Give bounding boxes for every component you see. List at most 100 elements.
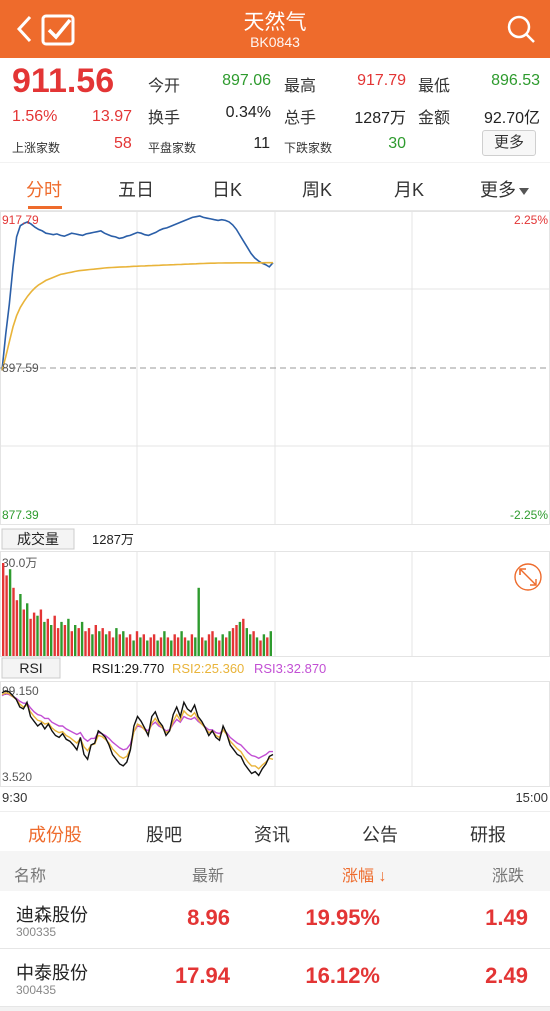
volume-bar	[249, 634, 252, 656]
high-label: 最高	[284, 78, 317, 95]
volume-bar	[50, 625, 53, 656]
up-count-label: 上涨家数	[12, 141, 61, 155]
tab-constituents[interactable]: 成份股	[28, 825, 82, 845]
volume-bar	[190, 634, 194, 656]
expand-icon[interactable]	[514, 563, 542, 591]
more-button[interactable]: 更多	[482, 130, 536, 156]
volume-bar	[101, 628, 104, 656]
volume-bar	[36, 615, 39, 656]
volume-bar	[201, 637, 204, 656]
rsi3-line	[1, 692, 273, 760]
tab-weekly-k[interactable]: 周K	[302, 180, 333, 200]
volume-bar	[146, 640, 149, 656]
volume-bar	[53, 615, 56, 656]
open-label: 今开	[148, 78, 181, 95]
down-count: 30	[388, 135, 406, 152]
volume-bar	[183, 637, 187, 656]
volume-total: 1287万	[92, 532, 134, 547]
volume-bar	[228, 631, 231, 656]
change-value: 13.97	[92, 108, 133, 125]
volume-bar	[60, 621, 63, 656]
volume-bar	[269, 631, 272, 656]
volume-bar	[266, 637, 269, 656]
tab-five-day[interactable]: 五日	[118, 180, 154, 200]
volume-bar	[98, 631, 101, 656]
rsi1-legend: RSI1:29.770	[92, 661, 164, 676]
stock-code: 300335	[16, 925, 57, 939]
tab-intraday[interactable]: 分时	[26, 180, 62, 200]
volume-bar	[115, 628, 118, 656]
stock-latest: 17.94	[174, 963, 230, 988]
app-header: 天然气 BK0843	[0, 0, 550, 58]
tab-daily-k[interactable]: 日K	[212, 180, 243, 200]
back-arrow-icon[interactable]	[10, 12, 40, 46]
checkbox-checked-icon[interactable]	[40, 13, 76, 47]
tab-news[interactable]: 资讯	[254, 825, 290, 845]
volume-bar	[225, 637, 228, 656]
section-tabs: 成份股 股吧 资讯 公告 研报	[0, 811, 550, 851]
col-change[interactable]: 涨跌	[492, 868, 525, 885]
amount-value: 92.70亿	[483, 110, 540, 127]
tab-more[interactable]: 更多	[480, 176, 530, 202]
volume-bar	[8, 569, 12, 656]
change-percent: 1.56%	[12, 108, 58, 125]
tab-research[interactable]: 研报	[470, 825, 506, 845]
rsi-label-box	[1, 657, 61, 679]
search-icon[interactable]	[506, 14, 536, 44]
stock-pct: 19.95%	[305, 905, 380, 930]
volume-bar	[63, 625, 67, 656]
volume-bar	[259, 640, 262, 656]
turnover-value: 0.34%	[225, 104, 271, 121]
volume-bar	[108, 631, 111, 656]
tab-monthly-k[interactable]: 月K	[394, 180, 425, 200]
stock-change: 2.49	[485, 963, 528, 988]
volume-bar	[221, 634, 224, 656]
volume-bar	[74, 625, 77, 656]
volume-bar	[163, 631, 166, 656]
current-price: 911.56	[12, 62, 115, 100]
stock-latest: 8.96	[187, 905, 230, 930]
stock-pct: 16.12%	[305, 963, 380, 988]
rsi-label: RSI	[19, 660, 42, 676]
volume-bar	[231, 628, 235, 656]
rsi3-legend: RSI3:32.870	[254, 661, 326, 676]
table-row[interactable]: 中泰股份 300435 17.94 16.12% 2.49	[0, 949, 550, 1007]
volume-bar	[152, 634, 156, 656]
rsi2-legend: RSI2:25.360	[172, 661, 244, 676]
volume-bar	[122, 631, 125, 656]
tab-forum[interactable]: 股吧	[146, 825, 182, 845]
volume-bar	[135, 631, 139, 656]
volume-bar	[67, 618, 70, 656]
volume-bar	[77, 628, 80, 656]
col-latest[interactable]: 最新	[192, 868, 225, 885]
chart-area[interactable]: 917.79 897.59 877.39 2.25% -2.25% 成交量 12…	[0, 211, 550, 811]
up-count: 58	[114, 135, 132, 152]
volume-bar	[187, 640, 190, 656]
volume-bar	[242, 618, 245, 656]
stock-code: 300435	[16, 983, 57, 997]
volume-bar	[214, 637, 218, 656]
sector-code: BK0843	[250, 34, 300, 50]
time-start: 9:30	[2, 790, 27, 805]
volume-bar	[94, 625, 97, 656]
volume-bar	[211, 631, 214, 656]
volume-bar	[80, 621, 84, 656]
intraday-chart[interactable]: 917.79 897.59 877.39 2.25% -2.25% 成交量 12…	[0, 211, 550, 811]
tab-more-label: 更多	[480, 180, 516, 200]
time-end: 15:00	[515, 790, 548, 805]
col-pct-sorted[interactable]: 涨幅 ↓	[342, 868, 387, 885]
chevron-down-icon	[519, 188, 529, 195]
volume-bar	[12, 587, 15, 656]
volume-label: 总手	[284, 110, 317, 127]
quote-panel: 911.56 1.56% 13.97 上涨家数 58 今开 897.06 换手 …	[0, 58, 550, 162]
tab-announcements[interactable]: 公告	[362, 825, 398, 845]
volume-bar	[2, 563, 5, 656]
volume-bar	[111, 637, 115, 656]
volume-bar	[166, 637, 170, 656]
col-name[interactable]: 名称	[14, 868, 47, 885]
price-axis-mid: 897.59	[2, 361, 39, 375]
stock-name: 迪森股份	[16, 905, 88, 925]
price-axis-top: 917.79	[2, 213, 39, 227]
volume-bar	[91, 634, 94, 656]
table-row[interactable]: 迪森股份 300335 8.96 19.95% 1.49	[0, 891, 550, 949]
